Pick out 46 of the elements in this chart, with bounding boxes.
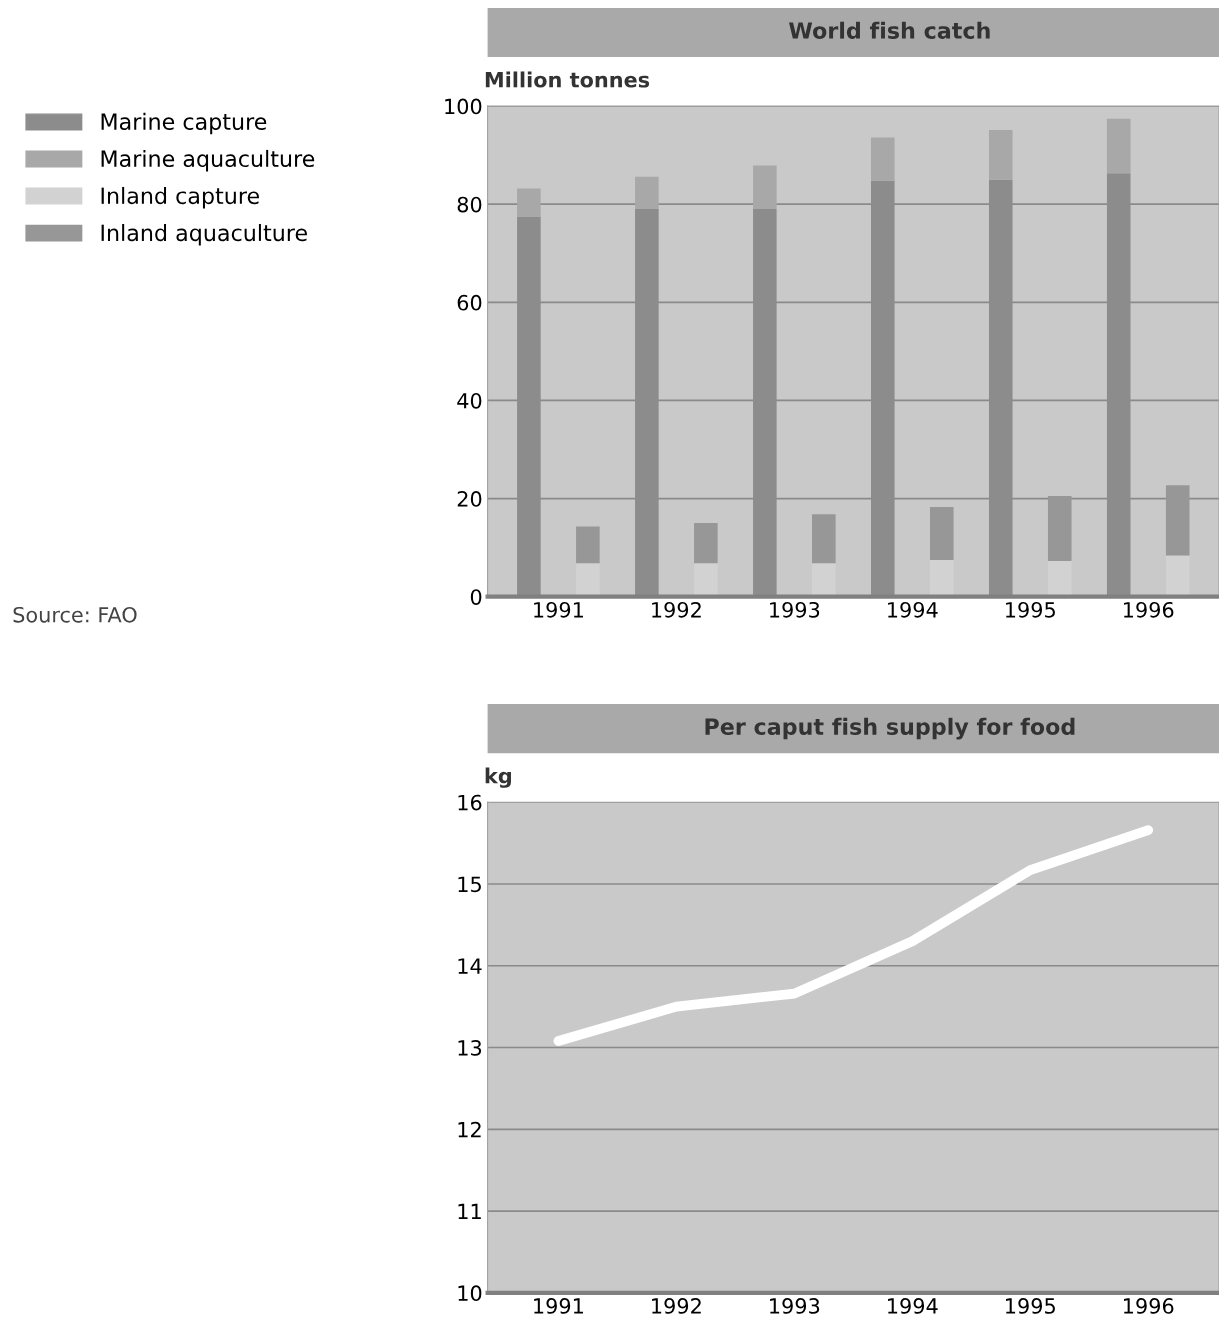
bar bbox=[988, 130, 1013, 180]
chart-title: Per caput fish supply for food bbox=[705, 717, 1075, 740]
y-tick-label: 40 bbox=[457, 392, 482, 409]
bar bbox=[576, 526, 600, 564]
bar bbox=[1047, 496, 1072, 561]
y-axis-title: kg bbox=[485, 767, 511, 788]
legend-label: Marine capture bbox=[101, 112, 267, 135]
bar bbox=[753, 165, 777, 210]
y-axis-title: Million tonnes bbox=[485, 71, 650, 88]
bar bbox=[812, 514, 836, 564]
bar bbox=[929, 506, 954, 560]
y-tick-label: 14 bbox=[458, 958, 482, 974]
x-tick-label: 1994 bbox=[888, 601, 938, 618]
y-tick-label: 13 bbox=[458, 1039, 482, 1056]
x-tick-label: 1991 bbox=[534, 1298, 583, 1314]
y-tick-label: 10 bbox=[458, 1285, 482, 1302]
legend-label: Inland capture bbox=[101, 186, 259, 209]
bar bbox=[694, 523, 718, 564]
x-tick-label: 1992 bbox=[652, 601, 701, 618]
y-tick-label: 100 bbox=[445, 98, 482, 115]
y-tick-label: 15 bbox=[458, 876, 481, 893]
y-tick-label: 80 bbox=[457, 196, 482, 213]
bar bbox=[1165, 485, 1190, 556]
x-tick-label: 1993 bbox=[770, 601, 820, 618]
x-tick-label: 1996 bbox=[1124, 601, 1174, 618]
source-note: Source: FAO bbox=[13, 606, 137, 623]
x-tick-label: 1996 bbox=[1124, 1298, 1174, 1314]
y-tick-label: 60 bbox=[457, 294, 482, 311]
bar bbox=[871, 137, 895, 181]
bar bbox=[517, 188, 541, 217]
legend-label: Marine aquaculture bbox=[101, 149, 315, 172]
legend-label: Inland aquaculture bbox=[101, 224, 307, 246]
x-tick-label: 1993 bbox=[770, 1298, 820, 1314]
x-tick-label: 1991 bbox=[534, 601, 583, 618]
x-tick-label: 1994 bbox=[888, 1298, 938, 1314]
chart-title: World fish catch bbox=[789, 21, 990, 39]
y-tick-label: 12 bbox=[458, 1121, 481, 1138]
bar bbox=[635, 176, 659, 210]
x-tick-label: 1995 bbox=[1006, 1298, 1055, 1314]
x-tick-label: 1995 bbox=[1006, 601, 1055, 618]
y-tick-label: 11 bbox=[458, 1203, 481, 1219]
y-tick-label: 20 bbox=[457, 491, 482, 507]
y-tick-label: 16 bbox=[458, 794, 482, 811]
bar bbox=[1106, 118, 1131, 174]
x-tick-label: 1992 bbox=[652, 1298, 701, 1314]
y-tick-label: 0 bbox=[470, 589, 482, 605]
